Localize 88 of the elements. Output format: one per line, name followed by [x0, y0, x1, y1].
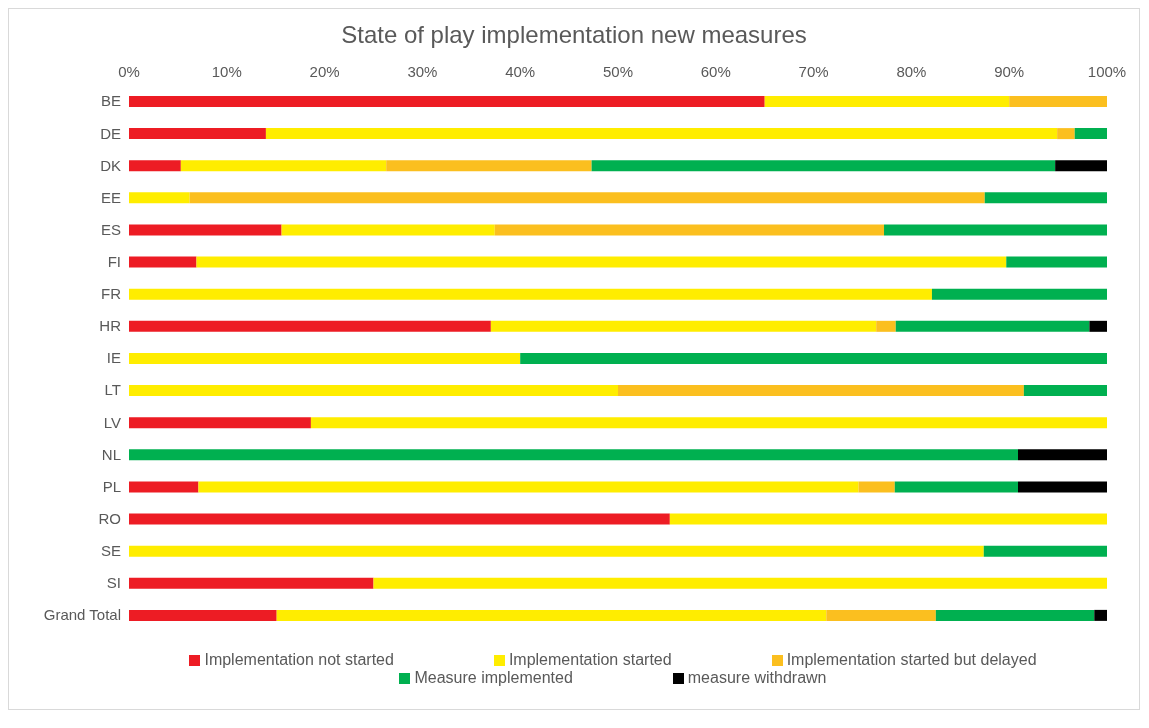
bar [129, 96, 765, 107]
x-tick-label: 50% [602, 63, 634, 80]
bar [129, 513, 670, 525]
bar [1018, 449, 1107, 461]
bar [129, 288, 932, 300]
bar [129, 352, 521, 364]
bar [265, 128, 1058, 140]
legend-label: Implementation started [508, 651, 672, 668]
bar [1009, 96, 1107, 107]
bar [386, 160, 592, 172]
bar [1055, 160, 1107, 172]
bar [1074, 128, 1107, 140]
bar [490, 320, 877, 332]
bar [129, 385, 618, 397]
y-tick-label: LT [104, 381, 121, 399]
bar [494, 224, 885, 236]
y-tick-label: ES [100, 220, 121, 238]
y-tick-label: SI [106, 574, 121, 592]
bar [129, 256, 197, 268]
bar [198, 481, 859, 493]
bar [618, 385, 1024, 397]
bar [826, 609, 936, 621]
bar [983, 545, 1107, 557]
bar [894, 481, 1018, 493]
bar [591, 160, 1056, 172]
bar [858, 481, 895, 493]
bar [129, 320, 491, 332]
bar [129, 192, 190, 204]
y-tick-label: FI [107, 252, 121, 270]
y-tick-label: IE [106, 349, 121, 367]
x-tick-label: 60% [700, 63, 731, 80]
legend-label: measure withdrawn [687, 669, 827, 686]
x-tick-label: 70% [798, 63, 829, 80]
bar [669, 513, 1107, 525]
x-tick-label: 30% [407, 63, 438, 80]
bar [1023, 385, 1107, 397]
bar [129, 128, 266, 140]
y-tick-label: PL [102, 477, 121, 495]
y-tick-label: DE [100, 124, 121, 142]
bar [129, 449, 1018, 461]
bar [129, 577, 374, 589]
bar [1018, 481, 1107, 493]
x-tick-label: 20% [309, 63, 340, 80]
bar [1057, 128, 1075, 140]
bar [129, 545, 984, 557]
legend-label: Implementation started but delayed [786, 651, 1037, 668]
bar [129, 160, 181, 172]
bar [281, 224, 495, 236]
bar [189, 192, 985, 204]
bar [1089, 320, 1107, 332]
x-tick-label: 40% [505, 63, 536, 80]
bar [276, 609, 827, 621]
y-tick-label: Grand Total [43, 606, 121, 624]
bar [129, 609, 277, 621]
bar [180, 160, 387, 172]
y-tick-label: EE [100, 188, 121, 206]
bar [876, 320, 896, 332]
legend-label: Implementation not started [204, 651, 394, 668]
y-tick-label: BE [100, 92, 121, 110]
bar [1094, 609, 1107, 621]
x-tick-label: 80% [896, 63, 927, 80]
y-tick-label: DK [100, 156, 121, 174]
x-tick-label: 100% [1087, 63, 1127, 80]
bar [129, 481, 199, 493]
bar [935, 609, 1095, 621]
x-tick-label: 0% [118, 63, 140, 80]
bar [1006, 256, 1107, 268]
y-tick-label: HR [99, 317, 122, 335]
bar [895, 320, 1090, 332]
y-tick-label: NL [101, 445, 121, 463]
bar [196, 256, 1007, 268]
chart-title: State of play implementation new measures [340, 20, 808, 50]
bar [520, 352, 1107, 364]
x-tick-label: 90% [994, 63, 1025, 80]
legend-label: Measure implemented [414, 669, 573, 686]
bar [764, 96, 1010, 107]
bar [129, 224, 282, 236]
bar [884, 224, 1107, 236]
x-tick-label: 10% [211, 63, 242, 80]
y-tick-label: RO [98, 509, 121, 527]
y-tick-label: SE [100, 542, 121, 560]
bar [129, 417, 311, 429]
bar [373, 577, 1107, 589]
bar [984, 192, 1107, 204]
bar [310, 417, 1107, 429]
bar [931, 288, 1107, 300]
y-tick-label: FR [101, 285, 122, 303]
y-tick-label: LV [103, 413, 121, 431]
